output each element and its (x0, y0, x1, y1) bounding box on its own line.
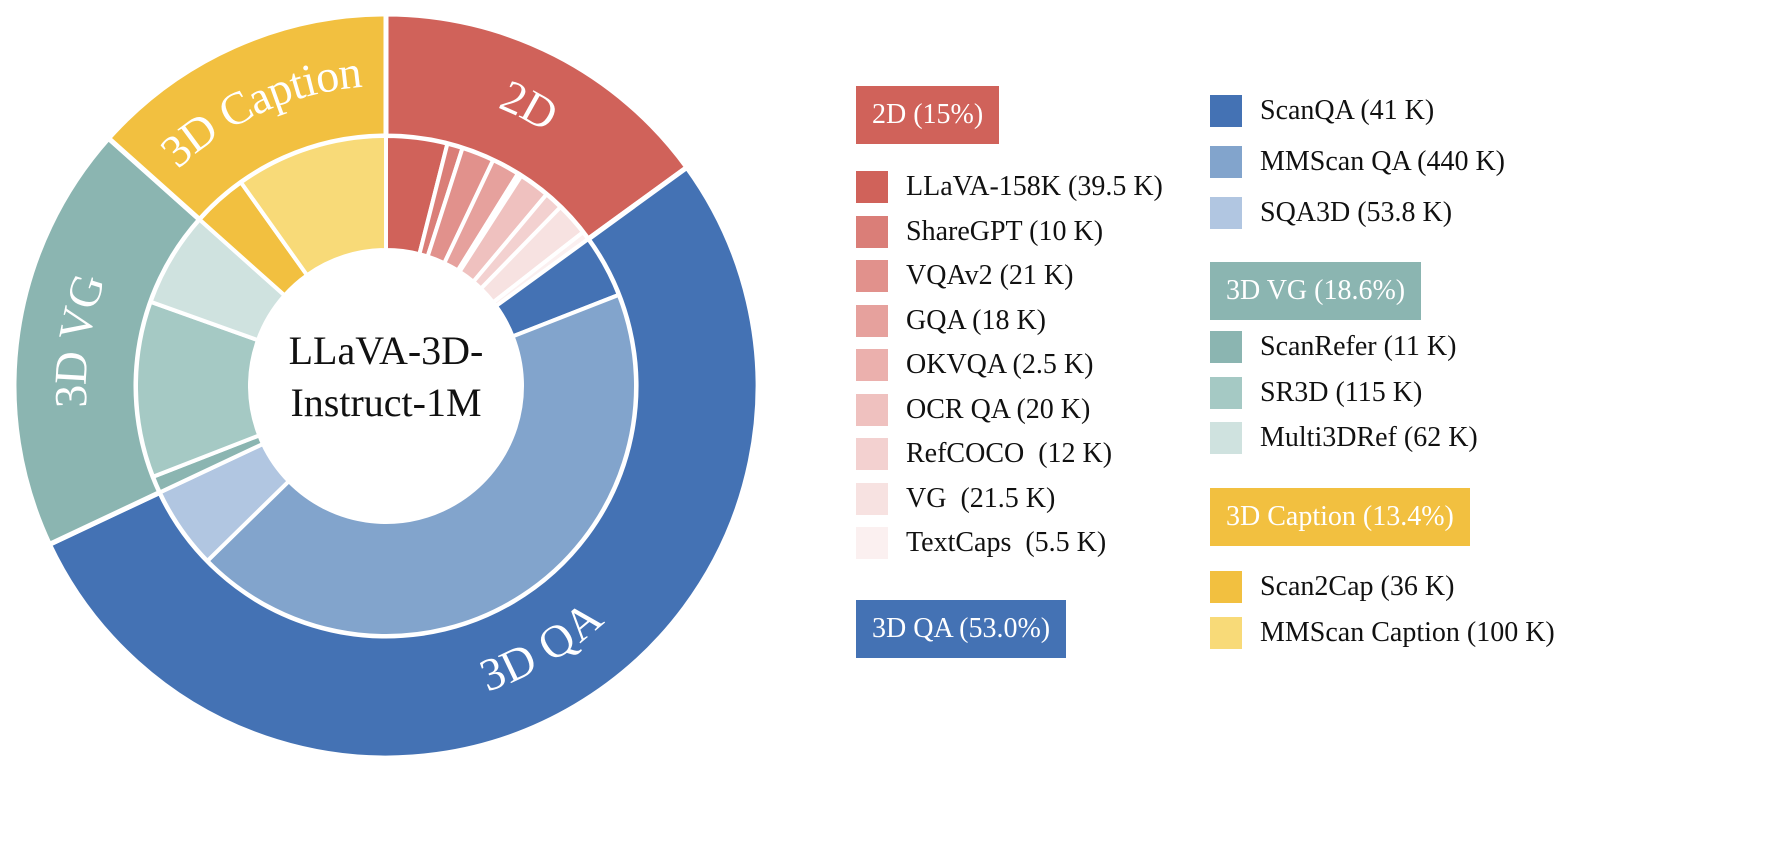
legend-swatch (856, 349, 888, 381)
legend-swatch (856, 171, 888, 203)
legend-label: LLaVA-158K (39.5 K) (906, 171, 1163, 202)
legend-item-mmscan-qa: MMScan QA (440 K) (1210, 145, 1505, 179)
legend-item-ocr-qa: OCR QA (20 K) (856, 393, 1090, 427)
legend-label: SQA3D (53.8 K) (1260, 197, 1453, 228)
legend-label: ShareGPT (10 K) (906, 215, 1104, 247)
legend-label: GQA (18 K) (906, 304, 1046, 336)
legend-item-refcoco: RefCOCO (12 K) (856, 437, 1112, 471)
legend-swatch (856, 527, 888, 559)
legend-header-3d-caption: 3D Caption (13.4%) (1210, 488, 1470, 546)
legend-header-2d: 2D (15%) (856, 86, 1000, 144)
legend-swatch (1210, 376, 1242, 409)
center-hub (250, 250, 522, 522)
legend-item-scan2cap: Scan2Cap (36 K) (1210, 570, 1454, 604)
legend-item-okvqa: OKVQA (2.5 K) (856, 348, 1093, 382)
legend-swatch (856, 260, 888, 292)
legend-label: TextCaps (5.5 K) (906, 527, 1107, 558)
legend-label: VQAv2 (21 K) (906, 260, 1074, 291)
center-label-line: LLaVA-3D- (289, 328, 484, 373)
center-label: LLaVA-3D- Instruct-1M (289, 328, 484, 425)
legend-label: ScanQA (41 K) (1260, 95, 1435, 126)
legend-swatch (1210, 95, 1242, 127)
legend-item-vqav2: VQAv2 (21 K) (856, 259, 1073, 293)
legend-item-sqa3d: SQA3D (53.8 K) (1210, 196, 1452, 230)
legend-swatch (856, 438, 888, 470)
legend-label: MMScan QA (440 K) (1260, 146, 1505, 177)
legend-label: RefCOCO (12 K) (906, 438, 1113, 469)
legend-swatch (856, 215, 888, 248)
legend-swatch (1210, 331, 1242, 363)
legend-swatch (856, 304, 888, 337)
outer-ring (11, 11, 761, 761)
legend-label: MMScan Caption (100 K) (1260, 617, 1555, 648)
legend-label: Multi3DRef (62 K) (1260, 422, 1478, 453)
legend-header-3d-vg: 3D VG (18.6%) (1210, 262, 1422, 320)
legend-swatch (856, 393, 888, 426)
legend-swatch (1210, 146, 1242, 178)
legend-label: VG (21.5 K) (906, 482, 1056, 514)
legend-item-mmscan-caption: MMScan Caption (100 K) (1210, 616, 1555, 650)
legend-swatch (856, 482, 888, 515)
inner-ring (134, 133, 638, 638)
legend-swatch (1210, 197, 1242, 229)
legend-swatch (1210, 617, 1242, 649)
legend-item-gqa: GQA (18 K) (856, 304, 1046, 338)
legend-label: SR3D (115 K) (1260, 376, 1423, 408)
legend-label: ScanRefer (11 K) (1260, 331, 1457, 362)
legend-item-textcaps: TextCaps (5.5 K) (856, 526, 1106, 560)
legend-item-llava-158k: LLaVA-158K (39.5 K) (856, 170, 1163, 204)
legend-item-sharegpt: ShareGPT (10 K) (856, 215, 1103, 249)
legend-label: OKVQA (2.5 K) (906, 349, 1094, 380)
legend-item-multi3dref: Multi3DRef (62 K) (1210, 421, 1478, 455)
legend-item-scanrefer: ScanRefer (11 K) (1210, 330, 1456, 364)
legend-item-sr3d: SR3D (115 K) (1210, 376, 1422, 410)
legend-item-vg: VG (21.5 K) (856, 482, 1055, 516)
legend-swatch (1210, 571, 1242, 603)
legend-label: Scan2Cap (36 K) (1260, 571, 1455, 602)
center-label-line: Instruct-1M (290, 380, 481, 425)
legend-label: OCR QA (20 K) (906, 393, 1091, 425)
legend-item-scanqa: ScanQA (41 K) (1210, 94, 1434, 128)
legend-header-3d-qa: 3D QA (53.0%) (856, 600, 1067, 658)
legend-swatch (1210, 422, 1242, 454)
